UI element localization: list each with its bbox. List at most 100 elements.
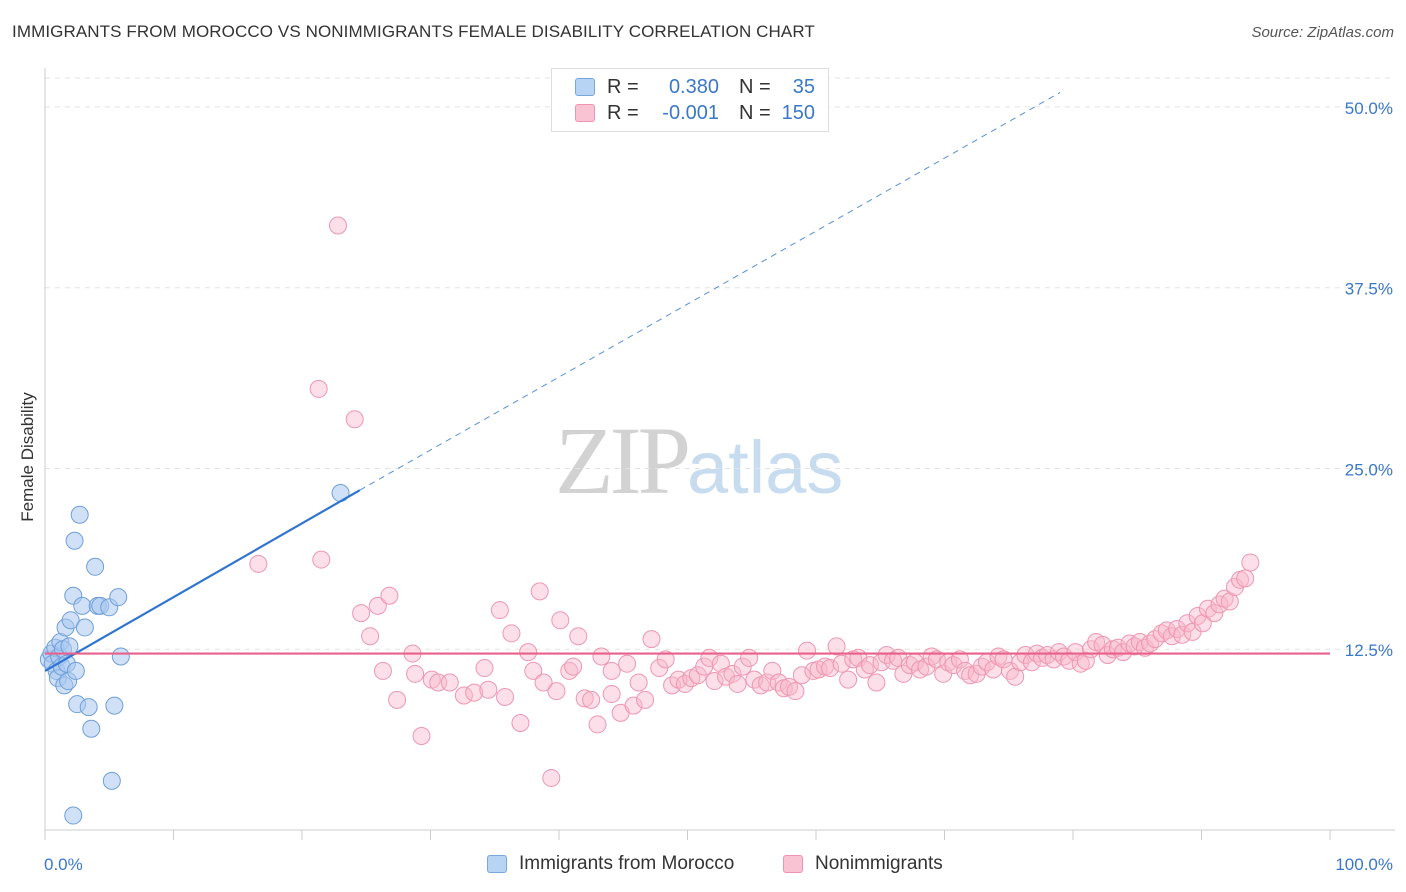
data-point-immigrants	[66, 661, 85, 680]
data-point-nonimmigrants	[1178, 614, 1197, 633]
legend-n-label: N =	[739, 75, 771, 98]
data-point-nonimmigrants	[1168, 619, 1187, 638]
data-point-immigrants	[73, 596, 92, 615]
watermark-atlas: atlas	[687, 426, 844, 509]
data-point-nonimmigrants	[465, 683, 484, 702]
data-point-nonimmigrants	[989, 647, 1008, 666]
data-point-nonimmigrants	[922, 647, 941, 666]
data-point-nonimmigrants	[740, 648, 759, 667]
data-point-nonimmigrants	[832, 654, 851, 673]
data-point-nonimmigrants	[575, 689, 594, 708]
data-point-nonimmigrants	[1193, 614, 1212, 633]
data-point-nonimmigrants	[786, 682, 805, 701]
data-point-nonimmigrants	[1006, 667, 1025, 686]
data-point-nonimmigrants	[1220, 592, 1239, 611]
data-point-immigrants	[75, 618, 94, 637]
data-point-nonimmigrants	[1241, 553, 1260, 572]
y-axis-label: Female Disability	[18, 392, 37, 522]
data-point-immigrants	[79, 698, 98, 717]
data-point-nonimmigrants	[380, 586, 399, 605]
data-point-nonimmigrants	[496, 687, 515, 706]
data-point-immigrants	[105, 696, 124, 715]
data-point-immigrants	[65, 531, 84, 550]
bottom-legend-immigrants: Immigrants from Morocco	[487, 852, 734, 876]
data-point-nonimmigrants	[860, 656, 879, 675]
data-point-nonimmigrants	[602, 685, 621, 704]
data-point-immigrants	[82, 719, 101, 738]
data-point-nonimmigrants	[519, 643, 538, 662]
data-point-nonimmigrants	[769, 673, 788, 692]
y-tick-label: 25.0%	[1345, 460, 1393, 479]
watermark-zip: ZIP	[555, 407, 691, 514]
legend-row-nonimmigrants: R = -0.001 N = 150	[575, 100, 815, 126]
data-point-nonimmigrants	[412, 727, 431, 745]
data-point-nonimmigrants	[542, 768, 561, 787]
data-point-nonimmigrants	[1071, 654, 1090, 673]
data-point-immigrants	[64, 806, 83, 825]
data-point-nonimmigrants	[1098, 646, 1117, 665]
chart-title: IMMIGRANTS FROM MOROCCO VS NONIMMIGRANTS…	[12, 22, 815, 41]
data-point-nonimmigrants	[564, 657, 583, 676]
correlation-legend: R = 0.380 N = 35 R = -0.001 N = 150	[551, 68, 829, 132]
y-tick-label: 37.5%	[1345, 280, 1393, 299]
data-point-nonimmigrants	[1076, 651, 1095, 670]
legend-swatch-nonimmigrants	[575, 104, 595, 122]
bottom-legend-label-immigrants: Immigrants from Morocco	[519, 853, 735, 874]
legend-n-value: 150	[781, 101, 815, 124]
data-point-nonimmigrants	[475, 659, 494, 678]
data-point-immigrants	[70, 505, 89, 524]
chart-source: Source: ZipAtlas.com	[1251, 24, 1394, 41]
data-point-nonimmigrants	[312, 550, 331, 569]
data-point-nonimmigrants	[530, 582, 549, 601]
data-point-nonimmigrants	[328, 216, 347, 235]
data-point-nonimmigrants	[524, 661, 543, 680]
y-tick-label: 50.0%	[1345, 99, 1393, 118]
data-point-nonimmigrants	[792, 666, 811, 685]
x-tick-label: 0.0%	[44, 855, 83, 874]
data-point-nonimmigrants	[534, 673, 553, 692]
legend-n-value: 35	[792, 75, 815, 98]
data-point-nonimmigrants	[629, 673, 648, 692]
x-tick-label: 100.0%	[1335, 855, 1393, 874]
data-point-nonimmigrants	[624, 696, 643, 715]
watermark: ZIPatlas	[555, 405, 843, 516]
data-point-nonimmigrants	[551, 611, 570, 630]
data-point-nonimmigrants	[249, 554, 268, 573]
data-point-nonimmigrants	[1210, 595, 1229, 614]
data-point-nonimmigrants	[502, 624, 521, 643]
data-point-nonimmigrants	[1236, 569, 1255, 588]
bottom-legend-swatch-immigrants	[487, 855, 507, 873]
data-point-nonimmigrants	[440, 673, 459, 692]
data-point-nonimmigrants	[884, 651, 903, 670]
bottom-legend-label-nonimmigrants: Nonimmigrants	[815, 853, 943, 874]
data-point-nonimmigrants	[705, 672, 724, 691]
data-point-nonimmigrants	[1173, 625, 1192, 644]
data-point-nonimmigrants	[636, 690, 655, 709]
data-point-immigrants	[111, 647, 130, 666]
data-point-immigrants	[102, 771, 121, 790]
data-point-nonimmigrants	[1205, 604, 1224, 623]
data-point-nonimmigrants	[642, 630, 661, 649]
data-point-nonimmigrants	[867, 673, 886, 692]
data-point-nonimmigrants	[821, 659, 840, 678]
data-point-nonimmigrants	[352, 604, 371, 623]
data-point-immigrants	[109, 588, 128, 607]
trend-line-immigrants-extrapolated	[359, 92, 1061, 491]
data-point-nonimmigrants	[798, 641, 817, 660]
data-point-nonimmigrants	[917, 657, 936, 676]
data-point-nonimmigrants	[827, 637, 846, 656]
legend-n-label: N =	[739, 101, 771, 124]
data-point-nonimmigrants	[490, 601, 509, 620]
data-point-nonimmigrants	[588, 715, 607, 734]
data-point-nonimmigrants	[406, 664, 425, 683]
y-tick-label: 12.5%	[1345, 641, 1393, 660]
data-point-nonimmigrants	[368, 596, 387, 615]
data-point-nonimmigrants	[1215, 589, 1234, 608]
data-point-nonimmigrants	[569, 627, 588, 646]
data-point-nonimmigrants	[547, 682, 566, 701]
data-point-nonimmigrants	[479, 680, 498, 699]
data-point-nonimmigrants	[723, 664, 742, 683]
legend-swatch-immigrants	[575, 78, 595, 96]
data-point-nonimmigrants	[388, 690, 407, 709]
